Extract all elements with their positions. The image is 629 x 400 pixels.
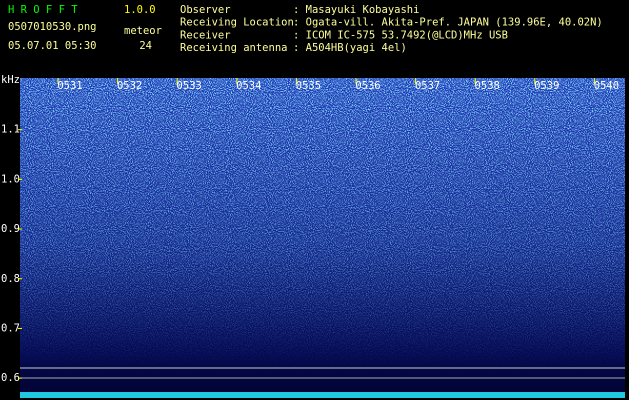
datetime: 05.07.01 05:30 (8, 40, 97, 52)
y-tick-label: 0.7 (1, 322, 20, 334)
power-baseline (20, 392, 625, 398)
app-name: H R O F F T (8, 4, 78, 16)
x-tick-label: 0537 (415, 80, 440, 92)
x-tick-label: 0539 (534, 80, 559, 92)
meteor-label: meteor (124, 25, 162, 37)
y-tick-label: 1.0 (1, 173, 20, 185)
info-value: : Masayuki Kobayashi (293, 4, 419, 16)
spectrogram-noise (20, 78, 625, 370)
info-label: Receiving Location (180, 17, 294, 29)
y-tick-label: 0.8 (1, 273, 20, 285)
x-tick-label: 0536 (355, 80, 380, 92)
x-tick-label: 0538 (475, 80, 500, 92)
x-tick-label: 0535 (296, 80, 321, 92)
meteor-count: 24 (139, 40, 152, 52)
info-label: Receiver (180, 29, 231, 41)
y-unit: kHz (1, 74, 20, 86)
x-tick-label: 0540 (594, 80, 619, 92)
x-tick-label: 0531 (57, 80, 82, 92)
filename: 0507010530.png (8, 21, 97, 33)
x-tick-label: 0534 (236, 80, 261, 92)
version: 1.0.0 (124, 4, 156, 16)
y-tick-label: 0.9 (1, 223, 20, 235)
info-label: Observer (180, 4, 231, 16)
x-tick-label: 0532 (117, 80, 142, 92)
y-tick-label: 0.6 (1, 372, 20, 384)
x-tick-label: 0533 (177, 80, 202, 92)
y-tick-label: 1.1 (1, 124, 20, 136)
info-value: : A504HB(yagi 4el) (293, 42, 407, 54)
info-value: : ICOM IC-575 53.7492(@LCD)MHz USB (293, 29, 508, 41)
info-label: Receiving antenna (180, 42, 287, 54)
info-value: : Ogata-vill. Akita-Pref. JAPAN (139.96E… (293, 17, 603, 29)
